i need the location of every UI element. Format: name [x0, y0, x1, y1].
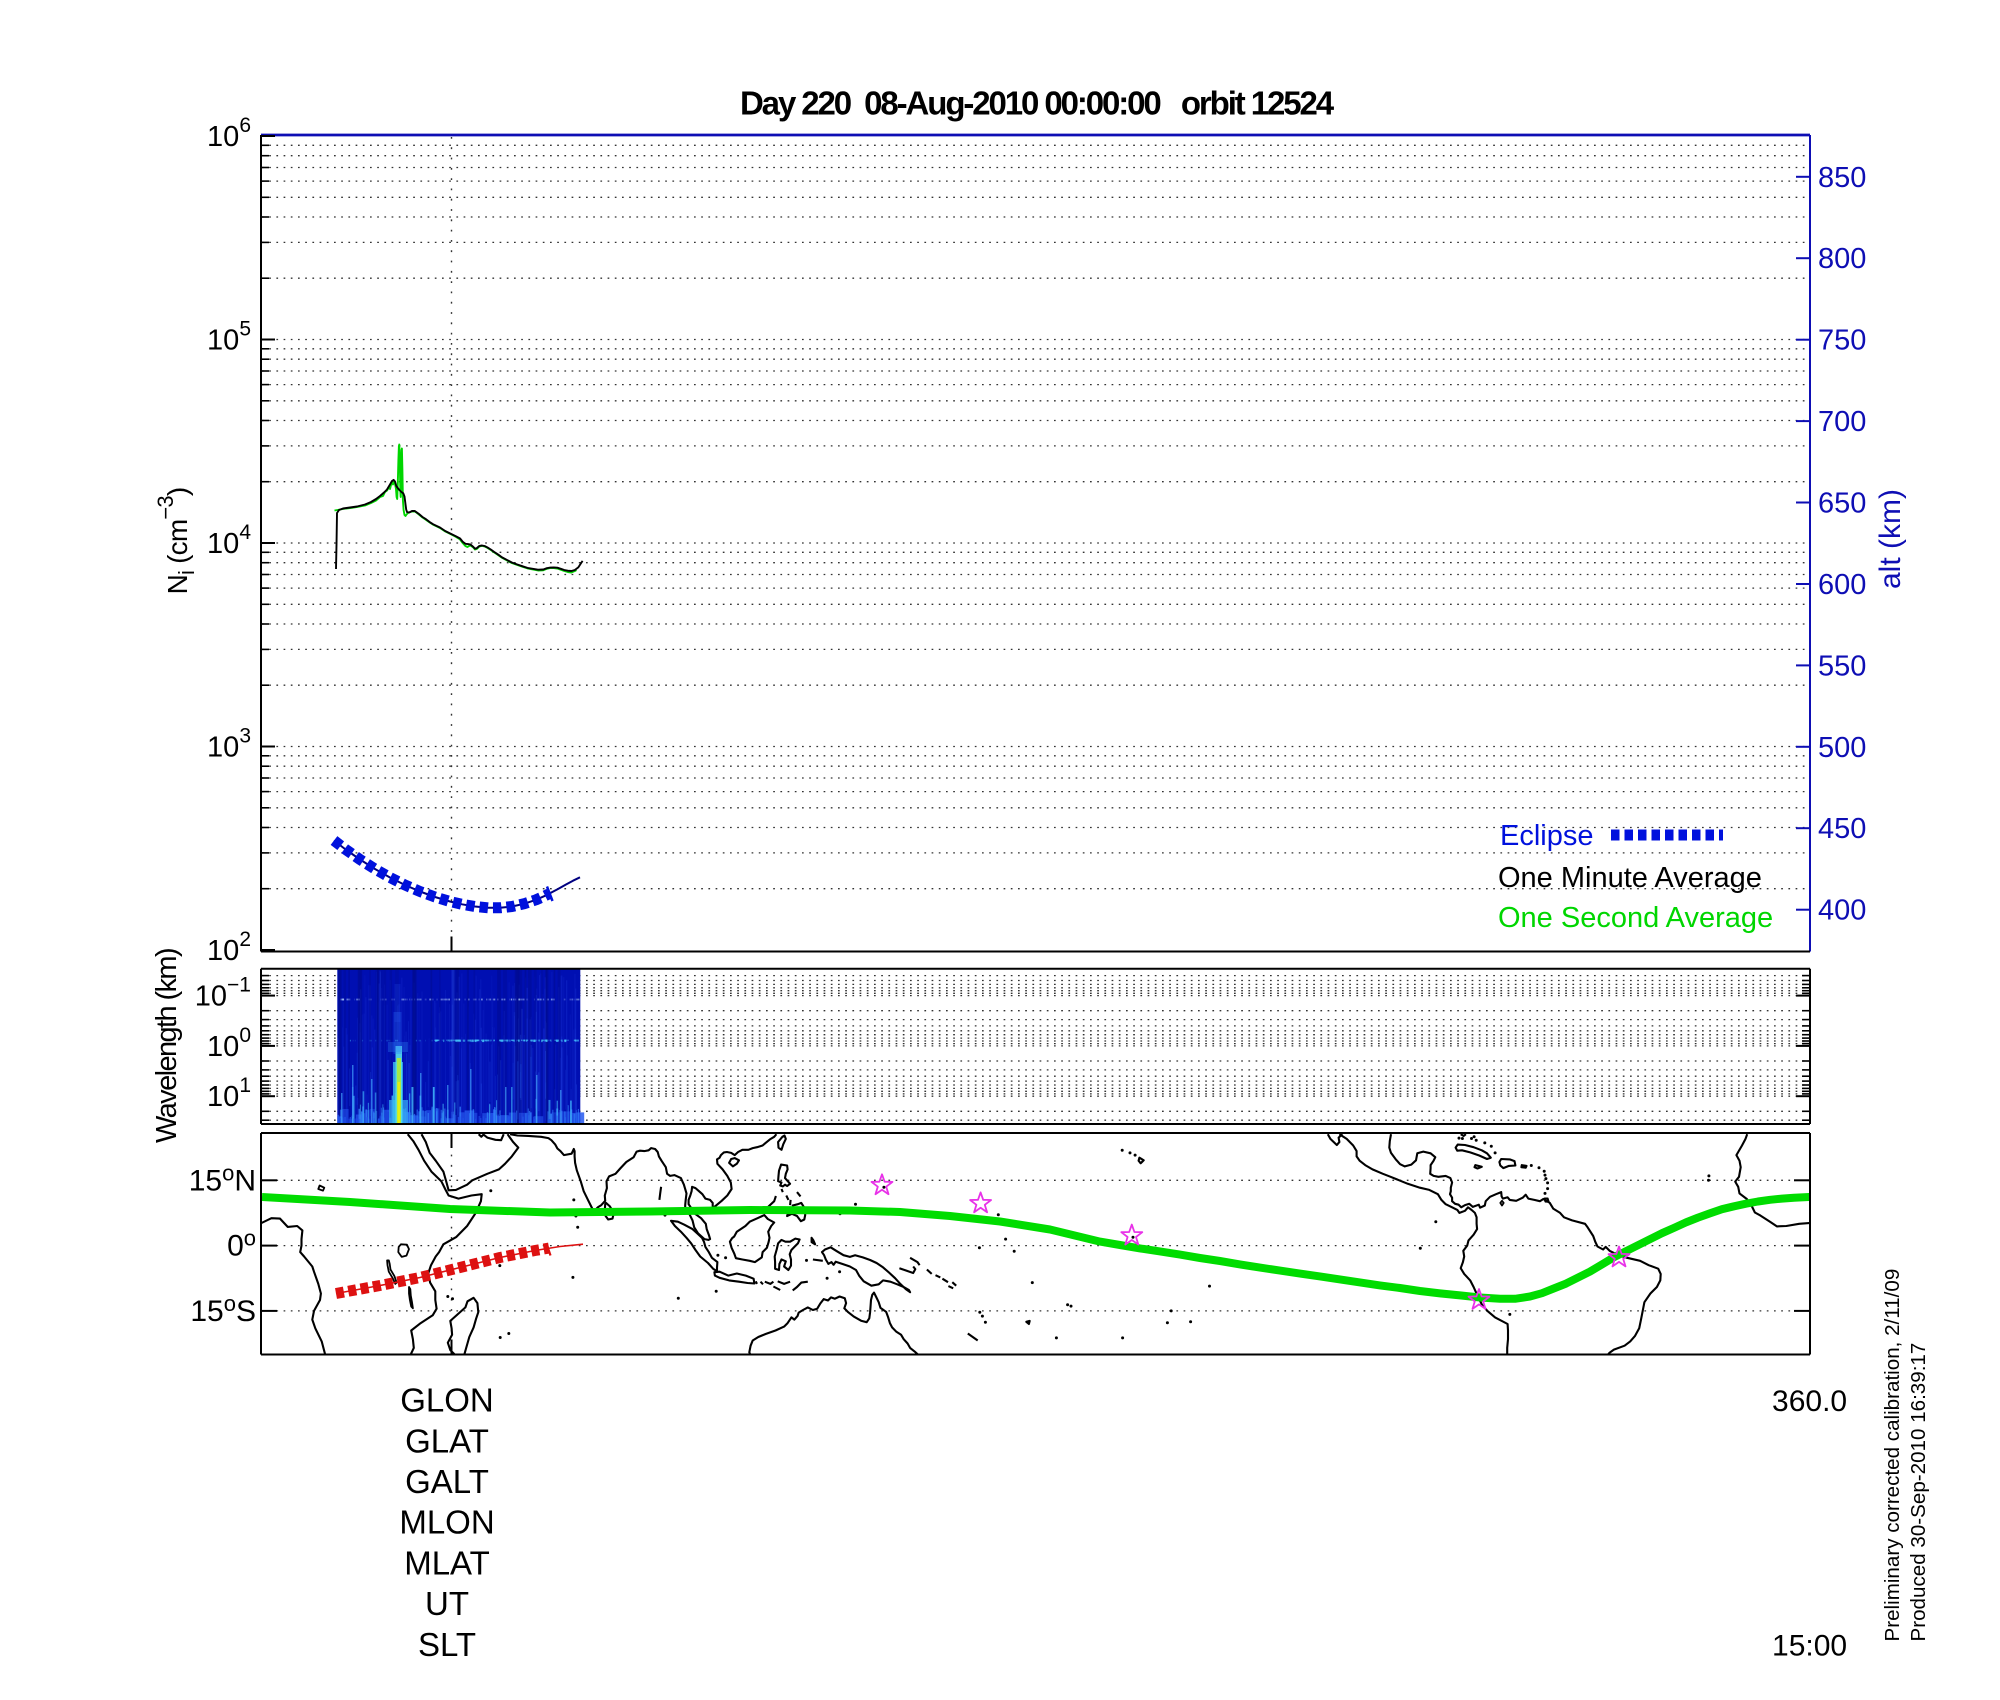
- svg-text:400: 400: [1818, 895, 1866, 927]
- svg-text:700: 700: [1818, 406, 1866, 438]
- svg-text:alt (km): alt (km): [1874, 489, 1907, 589]
- svg-text:MLAT: MLAT: [404, 1545, 490, 1582]
- svg-text:Wavelength (km): Wavelength (km): [151, 949, 183, 1143]
- svg-text:15:00: 15:00: [1772, 1630, 1847, 1663]
- svg-text:450: 450: [1818, 813, 1866, 845]
- svg-text:850: 850: [1818, 162, 1866, 194]
- svg-text:550: 550: [1818, 650, 1866, 682]
- svg-text:GALT: GALT: [405, 1463, 489, 1500]
- svg-text:One Second Average: One Second Average: [1498, 902, 1773, 934]
- svg-text:Day 220 08-Aug-2010 00:00:00: Day 220 08-Aug-2010 00:00:00 orbit 12524: [740, 85, 1335, 122]
- svg-text:360.0: 360.0: [1772, 1385, 1847, 1418]
- svg-text:600: 600: [1818, 569, 1866, 601]
- svg-text:UT: UT: [425, 1585, 469, 1622]
- svg-text:750: 750: [1818, 325, 1866, 357]
- svg-text:15oS: 15oS: [190, 1291, 256, 1328]
- svg-text:Produced 30-Sep-2010 16:39:17: Produced 30-Sep-2010 16:39:17: [1907, 1343, 1930, 1642]
- svg-text:500: 500: [1818, 732, 1866, 764]
- svg-text:MLON: MLON: [399, 1504, 494, 1541]
- svg-text:650: 650: [1818, 488, 1866, 520]
- svg-text:800: 800: [1818, 243, 1866, 275]
- svg-text:Preliminary corrected calibrat: Preliminary corrected calibration, 2/11/…: [1881, 1269, 1904, 1642]
- svg-text:One Minute Average: One Minute Average: [1498, 862, 1762, 894]
- svg-text:GLON: GLON: [400, 1382, 494, 1419]
- svg-text:GLAT: GLAT: [405, 1423, 489, 1460]
- svg-text:SLT: SLT: [418, 1626, 476, 1663]
- svg-text:Eclipse: Eclipse: [1500, 820, 1594, 852]
